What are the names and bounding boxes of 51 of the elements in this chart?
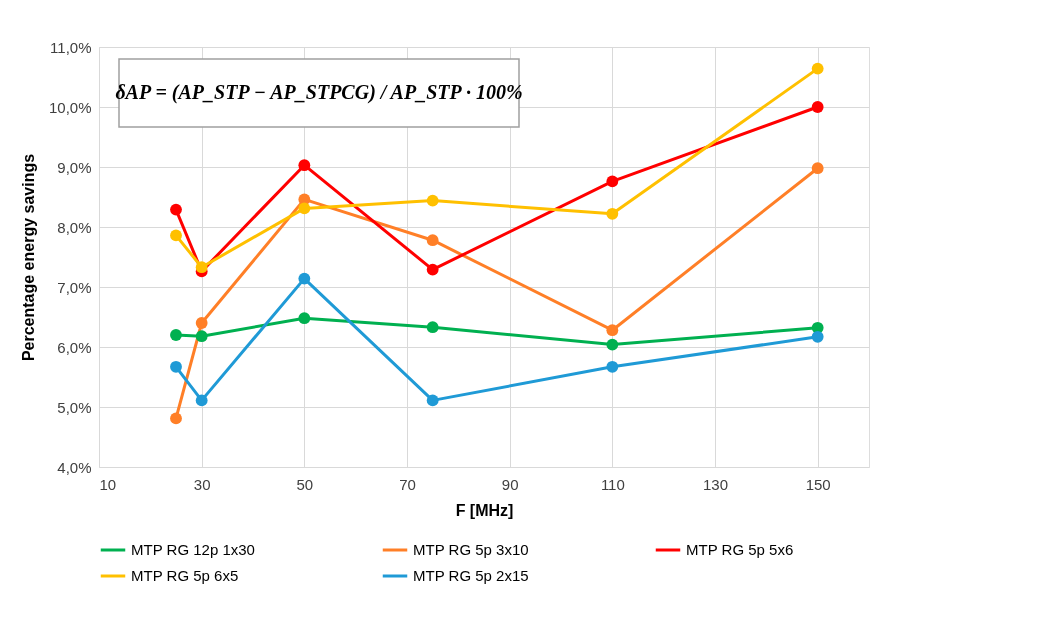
point [170,203,182,216]
point [811,330,824,343]
x-tick-label: 110 [600,475,625,493]
point [298,272,311,285]
legend-label: MTP RG 5p 5x6 [686,541,794,558]
x-tick-label: 10 [99,475,117,493]
point [195,317,208,329]
point [170,329,182,341]
point [170,412,182,425]
point [170,360,182,373]
x-tick-label: 130 [702,475,729,493]
point [606,175,619,188]
point [811,62,824,75]
x-tick-label: 70 [399,475,416,493]
annotation: δAP = (AP_STP − AP_STPCG) / AP_STP · 100% [115,81,523,104]
legend-label: MTP RG 5p 3x10 [413,541,529,558]
point [606,207,619,220]
point [426,234,439,247]
point [811,101,824,113]
point [426,321,439,334]
point [426,194,439,207]
point [195,330,208,343]
x-tick-label: 50 [296,475,314,493]
x-axis-title: F [MHz] [455,501,514,519]
point [195,394,208,407]
y-tick-label: 6,0% [57,338,92,356]
y-tick-label: 4,0% [57,458,92,476]
y-tick-label: 10,0% [48,98,92,116]
x-tick-label: 30 [193,475,211,493]
y-tick-label: 9,0% [57,158,92,176]
x-tick-label: 90 [501,475,519,493]
point [298,312,311,325]
point [606,338,619,351]
point [811,162,824,175]
point [170,229,182,242]
y-axis-title: Percentage energy savings [19,153,37,362]
y-tick-label: 5,0% [57,398,92,416]
point [426,394,439,407]
x-tick-label: 150 [805,475,831,493]
y-tick-label: 11,0% [50,38,92,56]
legend-label: MTP RG 12p 1x30 [131,541,255,558]
y-tick-label: 8,0% [57,218,92,236]
point [606,324,619,337]
point [298,159,311,172]
point [606,360,619,373]
y-tick-label: 7,0% [57,278,92,296]
point [298,202,311,215]
legend-label: MTP RG 5p 2x15 [413,567,529,584]
point [426,263,439,276]
point [195,261,208,274]
legend-label: MTP RG 5p 6x5 [131,567,239,584]
